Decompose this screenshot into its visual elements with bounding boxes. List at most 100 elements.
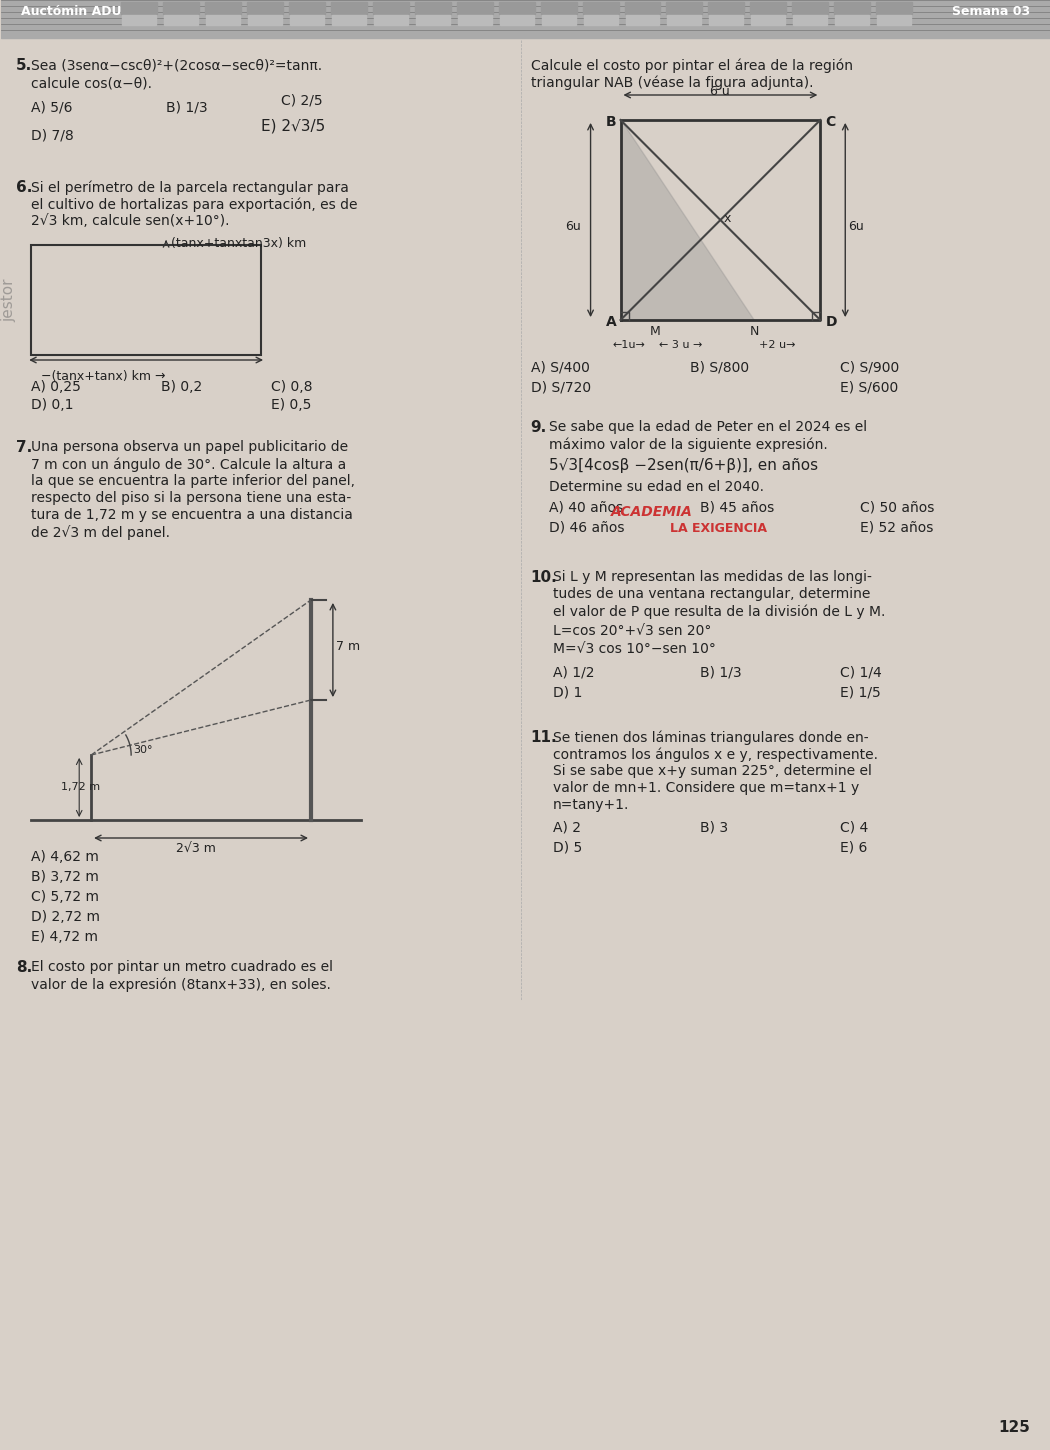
- Text: el valor de P que resulta de la división de L y M.: el valor de P que resulta de la división…: [552, 605, 885, 619]
- Text: la que se encuentra la parte inferior del panel,: la que se encuentra la parte inferior de…: [32, 474, 355, 489]
- Bar: [668, 14, 701, 25]
- Bar: [332, 14, 365, 25]
- Bar: [752, 14, 785, 25]
- Text: Una persona observa un papel publicitario de: Una persona observa un papel publicitari…: [32, 439, 349, 454]
- Text: ←1u→: ←1u→: [612, 339, 646, 349]
- Text: D) 1: D) 1: [552, 684, 582, 699]
- Text: E) 2√3/5: E) 2√3/5: [261, 117, 326, 133]
- Text: Determine su edad en el 2040.: Determine su edad en el 2040.: [548, 480, 763, 494]
- Bar: [331, 1, 366, 14]
- Bar: [164, 14, 198, 25]
- Text: A) 2: A) 2: [552, 821, 581, 834]
- Text: 11.: 11.: [530, 729, 558, 745]
- Text: LA EXIGENCIA: LA EXIGENCIA: [671, 522, 768, 535]
- Text: 2√3 m: 2√3 m: [176, 842, 216, 856]
- Text: Calcule el costo por pintar el área de la región: Calcule el costo por pintar el área de l…: [530, 58, 853, 72]
- Bar: [625, 1, 660, 14]
- Text: E) S/600: E) S/600: [840, 380, 899, 394]
- Text: N: N: [750, 325, 759, 338]
- Bar: [794, 14, 827, 25]
- Text: Si el perímetro de la parcela rectangular para: Si el perímetro de la parcela rectangula…: [32, 180, 350, 194]
- Text: calcule cos(α−θ).: calcule cos(α−θ).: [32, 75, 152, 90]
- Bar: [541, 1, 576, 14]
- Text: Si L y M representan las medidas de las longi-: Si L y M representan las medidas de las …: [552, 570, 872, 584]
- Text: A) 40 años: A) 40 años: [548, 500, 623, 513]
- Bar: [290, 14, 323, 25]
- Polygon shape: [621, 120, 754, 320]
- Bar: [626, 14, 659, 25]
- Bar: [247, 1, 282, 14]
- Text: valor de mn+1. Considere que m=tanx+1 y: valor de mn+1. Considere que m=tanx+1 y: [552, 782, 859, 795]
- Text: C: C: [825, 115, 836, 129]
- Text: M: M: [650, 325, 660, 338]
- Text: 5.: 5.: [17, 58, 33, 72]
- Text: B) 1/3: B) 1/3: [166, 100, 208, 115]
- Text: 2√3 km, calcule sen(x+10°).: 2√3 km, calcule sen(x+10°).: [32, 215, 230, 228]
- Text: tudes de una ventana rectangular, determine: tudes de una ventana rectangular, determ…: [552, 587, 870, 600]
- Bar: [667, 1, 702, 14]
- Bar: [373, 1, 408, 14]
- Text: 7 m: 7 m: [336, 639, 360, 652]
- Text: Semana 03: Semana 03: [952, 4, 1030, 17]
- Text: D: D: [825, 315, 837, 329]
- Bar: [248, 14, 282, 25]
- Text: A) 4,62 m: A) 4,62 m: [32, 850, 99, 864]
- Bar: [1, 0, 1050, 38]
- Text: B) 3: B) 3: [700, 821, 729, 834]
- Text: D) 46 años: D) 46 años: [548, 521, 624, 534]
- Text: E) 4,72 m: E) 4,72 m: [32, 929, 99, 944]
- Text: B) 1/3: B) 1/3: [700, 666, 742, 679]
- Text: n=tany+1.: n=tany+1.: [552, 798, 629, 812]
- Text: 7 m con un ángulo de 30°. Calcule la altura a: 7 m con un ángulo de 30°. Calcule la alt…: [32, 457, 347, 471]
- Text: E) 1/5: E) 1/5: [840, 684, 881, 699]
- Bar: [876, 1, 912, 14]
- Text: 10.: 10.: [530, 570, 558, 584]
- Text: B: B: [606, 115, 616, 129]
- Text: El costo por pintar un metro cuadrado es el: El costo por pintar un metro cuadrado es…: [32, 960, 333, 974]
- Text: L=cos 20°+√3 sen 20°: L=cos 20°+√3 sen 20°: [552, 624, 711, 638]
- Text: E) 6: E) 6: [840, 840, 867, 854]
- Text: B) 3,72 m: B) 3,72 m: [32, 870, 99, 884]
- Text: 9.: 9.: [530, 420, 547, 435]
- Text: x: x: [723, 212, 731, 225]
- Bar: [542, 14, 575, 25]
- Text: C) 5,72 m: C) 5,72 m: [32, 890, 100, 903]
- Text: (tanx+tanxtan3x) km: (tanx+tanxtan3x) km: [171, 236, 307, 249]
- Text: el cultivo de hortalizas para exportación, es de: el cultivo de hortalizas para exportació…: [32, 197, 358, 212]
- Text: valor de la expresión (8tanx+33), en soles.: valor de la expresión (8tanx+33), en sol…: [32, 977, 331, 992]
- Text: Se sabe que la edad de Peter en el 2024 es el: Se sabe que la edad de Peter en el 2024 …: [548, 420, 866, 434]
- Text: C) 2/5: C) 2/5: [281, 93, 322, 107]
- Bar: [751, 1, 786, 14]
- Bar: [206, 14, 240, 25]
- Text: C) S/900: C) S/900: [840, 360, 900, 374]
- Text: A) 5/6: A) 5/6: [32, 100, 72, 115]
- Bar: [583, 1, 618, 14]
- Bar: [205, 1, 242, 14]
- Text: D) 5: D) 5: [552, 840, 582, 854]
- Text: Auctómin ADUN: Auctómin ADUN: [21, 4, 132, 17]
- Text: 30°: 30°: [133, 745, 152, 755]
- Text: Sea (3senα−cscθ)²+(2cosα−secθ)²=tanπ.: Sea (3senα−cscθ)²+(2cosα−secθ)²=tanπ.: [32, 58, 322, 72]
- Bar: [584, 14, 617, 25]
- Text: de 2√3 m del panel.: de 2√3 m del panel.: [32, 525, 170, 539]
- Bar: [710, 14, 743, 25]
- Text: respecto del piso si la persona tiene una esta-: respecto del piso si la persona tiene un…: [32, 492, 352, 505]
- Bar: [709, 1, 744, 14]
- Text: E) 52 años: E) 52 años: [860, 521, 933, 534]
- Text: A: A: [606, 315, 616, 329]
- Text: triangular NAB (véase la figura adjunta).: triangular NAB (véase la figura adjunta)…: [530, 75, 813, 90]
- Text: 8.: 8.: [17, 960, 33, 974]
- Text: B) 45 años: B) 45 años: [700, 500, 775, 513]
- Text: C) 1/4: C) 1/4: [840, 666, 882, 679]
- Text: 125: 125: [999, 1420, 1030, 1436]
- Text: 5√3[4cosβ −2sen(π/6+β)], en años: 5√3[4cosβ −2sen(π/6+β)], en años: [548, 458, 818, 473]
- Text: Se tienen dos láminas triangulares donde en-: Se tienen dos láminas triangulares donde…: [552, 729, 868, 744]
- Text: −(tanx+tanx) km →: −(tanx+tanx) km →: [41, 370, 166, 383]
- Bar: [877, 14, 911, 25]
- Text: A) 1/2: A) 1/2: [552, 666, 594, 679]
- Bar: [793, 1, 828, 14]
- Text: C) 50 años: C) 50 años: [860, 500, 934, 513]
- Bar: [374, 14, 407, 25]
- Text: Si se sabe que x+y suman 225°, determine el: Si se sabe que x+y suman 225°, determine…: [552, 764, 872, 779]
- Text: +2 u→: +2 u→: [759, 339, 795, 349]
